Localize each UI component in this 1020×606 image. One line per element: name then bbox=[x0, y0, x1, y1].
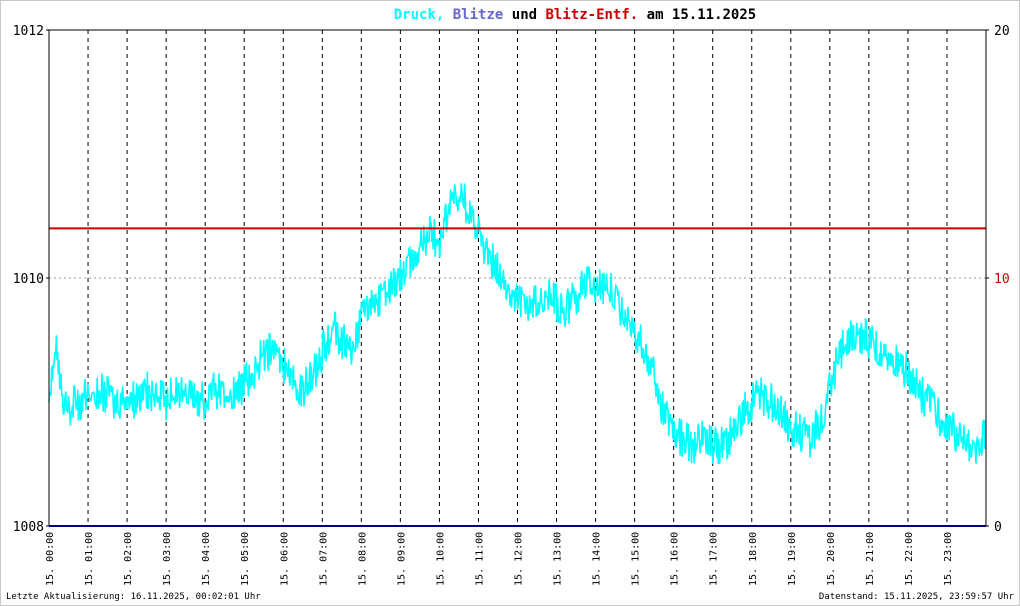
chart-title: Druck, Blitze und Blitz-Entf. am 15.11.2… bbox=[394, 7, 756, 23]
y-left-tick-1010: 1010 bbox=[13, 272, 44, 287]
svg-text:Druck, Blitze und Blitz-Entf.: Druck, Blitze und Blitz-Entf. am 15.11.2… bbox=[394, 7, 756, 23]
title-part-1: Blitze bbox=[444, 7, 503, 23]
x-tick-label-18: 15. 18:00 bbox=[748, 532, 759, 586]
y-right-tick-10: 10 bbox=[994, 272, 1010, 287]
x-tick-label-2: 15. 02:00 bbox=[123, 532, 134, 586]
x-tick-label-19: 15. 19:00 bbox=[787, 532, 798, 586]
y-right-tick-0: 0 bbox=[994, 520, 1002, 535]
x-tick-label-1: 15. 01:00 bbox=[84, 532, 95, 586]
x-tick-label-7: 15. 07:00 bbox=[318, 532, 329, 586]
x-tick-label-6: 15. 06:00 bbox=[279, 532, 290, 586]
y-left-tick-1012: 1012 bbox=[13, 24, 44, 39]
x-tick-label-8: 15. 08:00 bbox=[357, 532, 368, 586]
x-tick-label-13: 15. 13:00 bbox=[553, 532, 564, 586]
x-tick-label-20: 15. 20:00 bbox=[826, 532, 837, 586]
x-tick-label-15: 15. 15:00 bbox=[631, 532, 642, 586]
last-update-footer: Letzte Aktualisierung: 16.11.2025, 00:02… bbox=[6, 592, 261, 602]
x-tick-label-17: 15. 17:00 bbox=[709, 532, 720, 586]
y-right-tick-20: 20 bbox=[994, 24, 1010, 39]
x-tick-label-10: 15. 10:00 bbox=[435, 532, 446, 586]
x-tick-label-12: 15. 12:00 bbox=[514, 532, 525, 586]
grid bbox=[49, 30, 986, 526]
x-tick-label-0: 15. 00:00 bbox=[45, 532, 56, 586]
series bbox=[48, 183, 987, 527]
x-tick-label-23: 15. 23:00 bbox=[943, 532, 954, 586]
title-part-4: am 15.11.2025 bbox=[638, 7, 756, 23]
x-tick-label-3: 15. 03:00 bbox=[162, 532, 173, 586]
x-tick-label-22: 15. 22:00 bbox=[904, 532, 915, 586]
x-tick-label-14: 15. 14:00 bbox=[592, 532, 603, 586]
tick-labels: 1008 1010 1012 0 10 20 15. 00:00 15. 01:00 15. 0… bbox=[13, 24, 1010, 586]
x-tick-label-4: 15. 04:00 bbox=[201, 532, 212, 586]
title-part-0: Druck, bbox=[394, 7, 445, 23]
x-tick-label-11: 15. 11:00 bbox=[474, 532, 485, 586]
x-tick-label-16: 15. 16:00 bbox=[670, 532, 681, 586]
title-part-2: und bbox=[503, 7, 537, 23]
series-line-druck bbox=[48, 183, 987, 465]
y-left-tick-1008: 1008 bbox=[13, 520, 44, 535]
x-tick-label-21: 15. 21:00 bbox=[865, 532, 876, 586]
x-tick-label-9: 15. 09:00 bbox=[396, 532, 407, 586]
data-timestamp-footer: Datenstand: 15.11.2025, 23:59:57 Uhr bbox=[818, 592, 1014, 602]
title-part-3: Blitz-Entf. bbox=[537, 7, 638, 23]
x-tick-label-5: 15. 05:00 bbox=[240, 532, 251, 586]
